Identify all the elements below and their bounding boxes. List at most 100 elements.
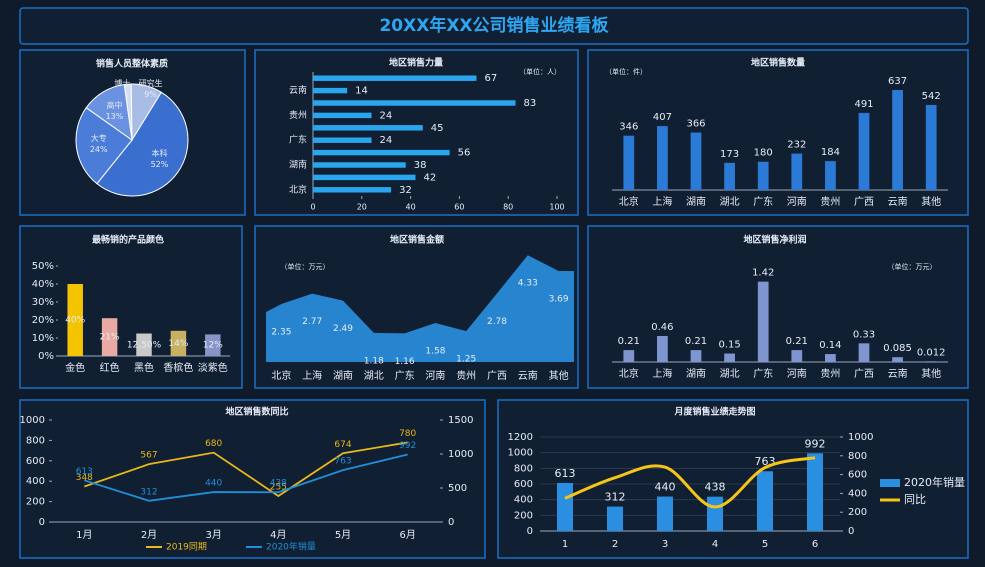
y-tick-label: 600: [26, 456, 45, 467]
bar: [657, 496, 673, 531]
bar: [807, 453, 823, 531]
data-label: 312: [605, 491, 626, 504]
legend-label: 2019同期: [166, 542, 207, 553]
bar: [858, 343, 870, 362]
bar: [925, 104, 937, 190]
legend-swatch: [880, 479, 900, 487]
bar: [313, 137, 372, 143]
data-label: 2.35: [271, 328, 291, 338]
bar: [724, 162, 735, 190]
data-label: 780: [399, 429, 416, 439]
data-label: 992: [399, 441, 416, 451]
bar: [657, 126, 668, 190]
data-label: 491: [854, 99, 873, 110]
y-tick-label: 50%: [32, 261, 54, 272]
y-tick-label: 0%: [38, 351, 54, 362]
x-tick-label: 广西: [854, 368, 874, 380]
data-label: 255: [270, 482, 287, 492]
x-tick-label: 4月: [270, 529, 286, 541]
y-tick-label: 400: [26, 476, 45, 487]
bar: [623, 350, 635, 362]
data-label: 680: [205, 439, 222, 449]
data-label: 312: [140, 487, 157, 497]
chart-subtitle: （单位：万元）: [888, 262, 937, 271]
x-tick-label: 40: [406, 203, 416, 212]
bar: [791, 350, 803, 362]
data-label: 613: [555, 467, 576, 480]
data-label: 38: [414, 160, 427, 171]
x-tick-label: 黑色: [134, 361, 154, 374]
chart-title: 销售人员整体素质: [96, 58, 168, 70]
x-tick-label: 北京: [271, 369, 291, 382]
panel: [587, 225, 969, 389]
bar: [313, 112, 372, 119]
data-label: 0.21: [786, 336, 808, 347]
bar: [707, 496, 723, 531]
x-tick-label: 0: [310, 203, 315, 212]
bar: [313, 149, 450, 156]
y-tick-label: 贵州: [289, 109, 307, 121]
y-tick-label: 0: [527, 526, 533, 537]
data-label: 440: [205, 479, 222, 489]
pie-label: 本科: [151, 148, 167, 158]
x-tick-label: 100: [549, 203, 564, 212]
data-label: 0.33: [853, 329, 875, 340]
y2-tick-label: 400: [848, 488, 867, 499]
bar: [136, 333, 152, 356]
pie-slice: [96, 91, 189, 197]
title-bar: [19, 7, 969, 45]
data-label: 32: [399, 185, 412, 196]
data-label: 567: [140, 451, 157, 461]
y-tick-label: 1200: [508, 432, 533, 443]
pie-value-label: 13%: [106, 112, 124, 121]
y-tick-label: 广东: [289, 134, 307, 146]
bar: [313, 75, 477, 81]
bar: [690, 350, 702, 362]
x-tick-label: 贵州: [820, 367, 840, 380]
y2-tick-label: 0: [848, 526, 854, 537]
data-label: 2.49: [333, 324, 353, 334]
x-tick-label: 其他: [921, 367, 941, 380]
x-tick-label: 1: [562, 539, 568, 550]
x-tick-label: 淡紫色: [198, 361, 228, 374]
bar: [313, 100, 516, 106]
x-tick-label: 广东: [753, 367, 773, 380]
data-label: 366: [686, 119, 705, 130]
data-label: 1.25: [456, 355, 476, 365]
x-tick-label: 2月: [141, 529, 157, 541]
line-series: [84, 453, 408, 502]
y2-tick-label: 500: [448, 483, 467, 494]
y2-tick-label: 200: [848, 507, 867, 518]
bar: [825, 161, 836, 190]
x-tick-label: 北京: [619, 195, 639, 208]
panel: [587, 49, 969, 216]
data-label: 440: [655, 481, 676, 494]
data-label: 0.012: [917, 347, 946, 358]
data-label: 24: [380, 135, 393, 146]
y2-tick-label: 600: [848, 470, 867, 481]
bar: [313, 187, 392, 193]
bar: [825, 354, 836, 362]
bar: [170, 330, 187, 356]
chart-subtitle: （单位：万元）: [281, 262, 330, 271]
data-label: 21%: [100, 333, 120, 343]
bar: [892, 90, 903, 190]
chart-subtitle: （单位：人）: [519, 67, 561, 76]
data-label: 0.14: [819, 340, 841, 351]
chart-title: 地区销售数同比: [225, 406, 288, 418]
data-label: 1.18: [364, 356, 384, 366]
x-tick-label: 2: [612, 539, 618, 550]
bar: [757, 471, 773, 531]
pie-label: 研究生: [139, 78, 163, 88]
data-label: 346: [619, 122, 638, 133]
x-tick-label: 其他: [921, 195, 941, 208]
x-tick-label: 上海: [302, 369, 322, 382]
bar: [101, 318, 118, 356]
data-label: 2.77: [302, 317, 322, 327]
y2-tick-label: 0: [448, 517, 454, 528]
pie-slice: [85, 83, 133, 142]
pie-label: 高中: [106, 100, 122, 110]
data-label: 173: [720, 149, 739, 160]
x-tick-label: 湖南: [686, 367, 706, 380]
